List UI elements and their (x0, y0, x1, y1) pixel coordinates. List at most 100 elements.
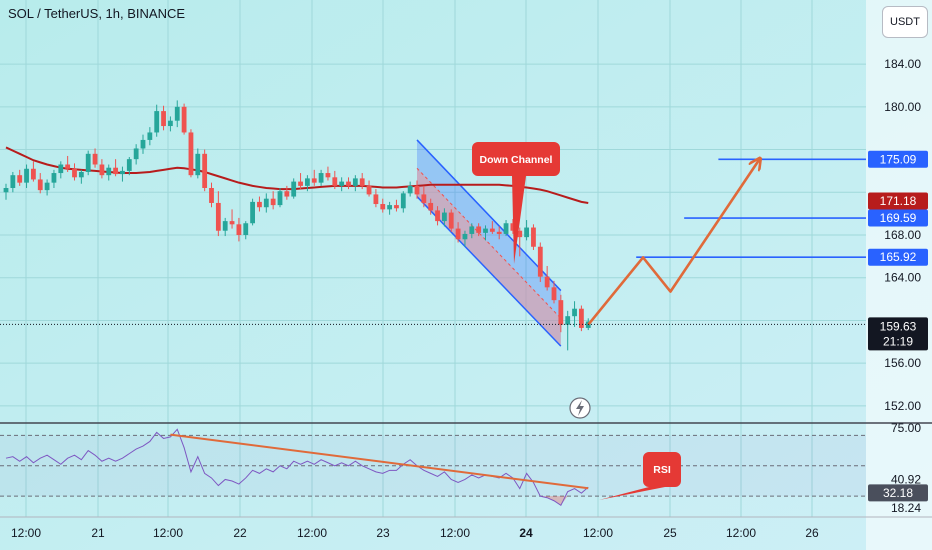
ma-price-tag-bg (868, 192, 928, 210)
candle (133, 144, 139, 165)
candle (99, 159, 105, 179)
price-tick-label: 180.00 (884, 100, 921, 114)
candle (85, 150, 91, 176)
target-level-tag-bg (868, 248, 928, 266)
rsi-callout[interactable]: RSI (599, 452, 681, 500)
candle (140, 134, 146, 154)
candle-body (236, 224, 242, 235)
candle (551, 280, 557, 304)
last-price-label: 159.63 (880, 319, 917, 333)
candle (428, 198, 434, 215)
candle-body (168, 120, 173, 127)
time-axis[interactable]: 12:00 21 12:00 22 12:00 23 12:00 24 12:00 25 12:00… (11, 526, 819, 540)
candle-body (161, 111, 166, 127)
candle (332, 170, 338, 190)
candle-body (215, 202, 221, 231)
rsi-value-tag-bg (868, 484, 928, 502)
candle-body (113, 167, 118, 175)
candle (270, 191, 276, 210)
time-tick-label: 12:00 (726, 526, 756, 540)
candle (257, 196, 262, 212)
candle-body (24, 168, 29, 183)
candle-body (414, 185, 420, 195)
candle-body (133, 148, 139, 160)
candle-body (188, 132, 194, 176)
candle-body (85, 153, 91, 172)
candle-body (469, 226, 475, 234)
candle-body (387, 205, 392, 210)
target-level-tag-label: 175.09 (880, 152, 917, 166)
lightning-bolt-icon (576, 400, 584, 416)
candle (126, 157, 132, 176)
candle (352, 175, 358, 192)
currency-button[interactable]: USDT (882, 6, 928, 38)
target-levels[interactable] (636, 158, 866, 259)
candle (455, 222, 461, 243)
candle (517, 227, 523, 257)
candle (442, 208, 447, 227)
rsi-value-tag: 40.92 (891, 473, 921, 487)
candle-body (380, 204, 386, 210)
alert-button[interactable] (569, 397, 591, 419)
candle (236, 217, 242, 242)
time-tick-label: 12:00 (583, 526, 613, 540)
candle (421, 185, 427, 208)
candle (161, 105, 166, 131)
time-tick-label: 12:00 (297, 526, 327, 540)
candle (3, 183, 9, 200)
candle-body (551, 287, 557, 301)
target-level-tag: 175.09 (868, 150, 928, 168)
candle (510, 218, 516, 234)
candle-body (428, 202, 434, 211)
channel-upper-line[interactable] (416, 139, 562, 292)
candle (250, 198, 255, 226)
channel-lower-line[interactable] (416, 196, 562, 347)
candle (400, 191, 406, 213)
candle-body (524, 227, 529, 238)
rsi-callout-label: RSI (653, 464, 671, 476)
candle (489, 221, 495, 234)
candle-body (359, 178, 365, 186)
candle (325, 166, 331, 181)
candle (188, 129, 194, 178)
candle-body (44, 182, 50, 191)
candle (558, 294, 564, 333)
candle-body (325, 173, 331, 178)
candle (537, 242, 543, 282)
projection-path[interactable] (587, 159, 759, 326)
price-axis[interactable]: 152.00 156.00 164.00 168.00 180.00 184.00 (884, 57, 921, 413)
candle-body (311, 178, 317, 183)
candle-body (65, 164, 71, 169)
candle (373, 189, 379, 208)
candle (17, 169, 23, 186)
candle (263, 193, 269, 213)
down-channel-callout[interactable]: Down Channel (472, 142, 560, 264)
candle-body (510, 223, 516, 231)
rsi-trendline[interactable] (170, 433, 589, 490)
candle-body (483, 228, 488, 233)
projection-arrow[interactable] (587, 159, 759, 326)
last-price-tag-bg (868, 317, 928, 351)
candle-body (352, 178, 358, 186)
candle (359, 173, 365, 190)
candle-body (209, 188, 214, 203)
candle-body (373, 194, 379, 205)
candle-body (298, 181, 303, 186)
candle (215, 191, 221, 237)
candle (31, 161, 36, 182)
candle-body (407, 185, 413, 194)
candle-body (400, 193, 406, 209)
candle-body (3, 188, 9, 193)
candle-body (442, 212, 447, 222)
candle (346, 177, 351, 190)
rsi-axis[interactable]: 75.00 18.24 (891, 421, 921, 515)
candle (476, 223, 482, 237)
candle-body (277, 191, 283, 206)
candle-body (517, 230, 523, 238)
candle (531, 224, 536, 250)
candle (51, 169, 57, 188)
candle (168, 116, 173, 132)
target-level-tag: 169.59 (868, 209, 928, 227)
